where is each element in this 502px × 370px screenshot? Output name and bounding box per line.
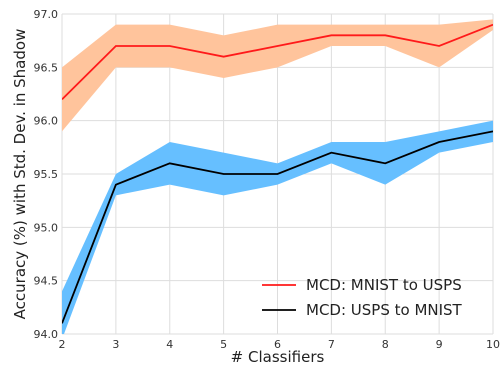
- y-tick-labels: 94.0 94.5 95.0 95.5 96.0 96.5 97.0: [34, 8, 59, 341]
- x-tick-label: 7: [328, 338, 335, 351]
- y-tick-label: 95.0: [34, 221, 59, 234]
- x-tick-label: 6: [274, 338, 281, 351]
- x-tick-label: 2: [59, 338, 66, 351]
- y-tick-label: 96.5: [34, 61, 59, 74]
- x-tick-label: 5: [220, 338, 227, 351]
- y-tick-label: 95.5: [34, 168, 59, 181]
- y-axis-label: Accuracy (%) with Std. Dev. in Shadow: [11, 29, 29, 320]
- y-tick-label: 94.5: [34, 275, 59, 288]
- x-tick-label: 3: [112, 338, 119, 351]
- y-tick-label: 94.0: [34, 328, 59, 341]
- series-2-std-band: [62, 120, 493, 334]
- y-tick-label: 97.0: [34, 8, 59, 21]
- legend: MCD: MNIST to USPS MCD: USPS to MNIST: [262, 276, 463, 319]
- series-lines: [62, 23, 493, 324]
- x-axis-label: # Classifiers: [231, 348, 325, 366]
- series-2-line: [62, 130, 493, 324]
- x-tick-label: 8: [382, 338, 389, 351]
- y-tick-label: 96.0: [34, 115, 59, 128]
- x-tick-label: 9: [436, 338, 443, 351]
- std-dev-bands: [62, 19, 493, 334]
- grid-lines: [61, 13, 494, 335]
- legend-label-1: MCD: MNIST to USPS: [306, 276, 462, 294]
- x-tick-label: 10: [486, 338, 500, 351]
- series-1-line: [62, 23, 493, 100]
- legend-label-2: MCD: USPS to MNIST: [306, 301, 463, 319]
- x-tick-label: 4: [166, 338, 173, 351]
- series-1-std-band: [62, 19, 493, 132]
- x-tick-labels: 2 3 4 5 6 7 8 9 10: [59, 338, 501, 351]
